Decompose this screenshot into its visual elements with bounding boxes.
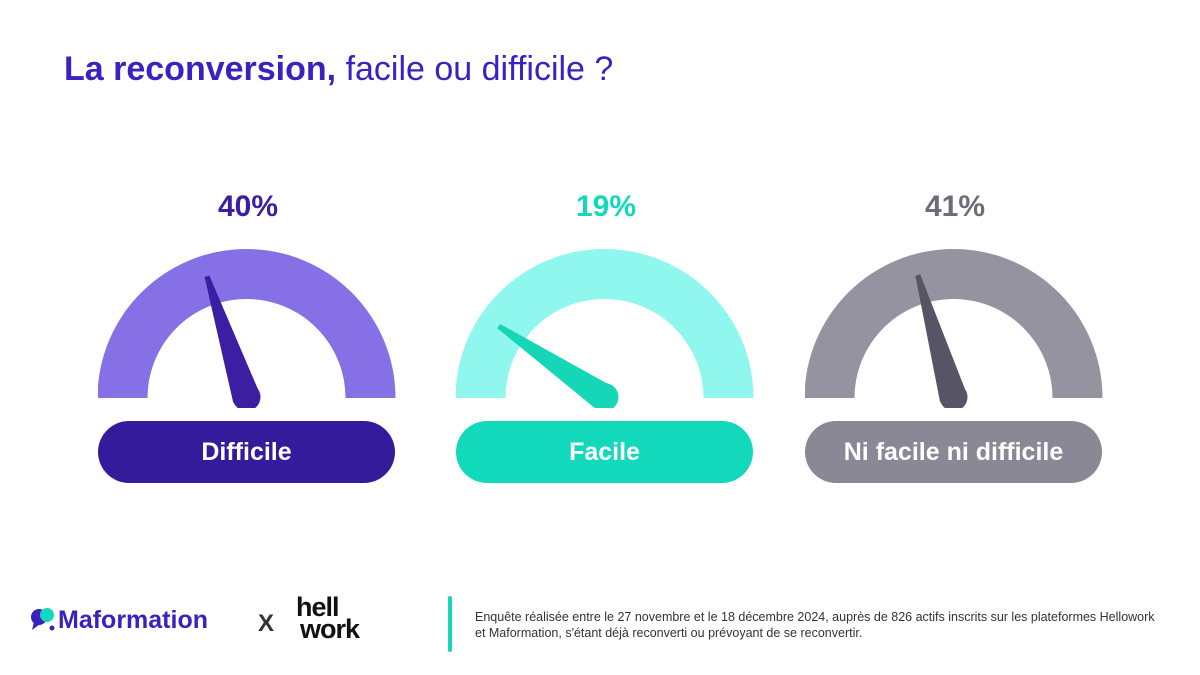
gauge-needle-hub	[590, 383, 619, 408]
gauge-category-label: Ni facile ni difficile	[805, 421, 1102, 483]
gauge-dial	[456, 249, 754, 408]
title-light: facile ou difficile ?	[345, 50, 614, 88]
maformation-logo-icon	[31, 608, 55, 631]
gauge-difficile: 40% Difficile	[98, 190, 398, 490]
hellowork-logo-line2: work	[300, 614, 360, 644]
hellowork-logo: hell work	[296, 592, 391, 644]
survey-note: Enquête réalisée entre le 27 novembre et…	[475, 610, 1155, 640]
title-strong: La reconversion,	[64, 50, 337, 88]
maformation-logo-text: Maformation	[58, 606, 208, 634]
gauge-category-label: Difficile	[98, 421, 395, 483]
gauge-arc	[456, 249, 754, 398]
gauge-needle-hub	[939, 383, 968, 408]
logo-separator: X	[258, 610, 275, 637]
gauge-facile: 19% Facile	[456, 190, 756, 490]
hellowork-logo-line1: hell	[296, 592, 340, 622]
page-title: La reconversion, facile ou difficile ?	[64, 50, 613, 89]
footer-logos: Maformation X hell work	[30, 594, 410, 644]
gauge-ni-facile-ni-difficile: 41% Ni facile ni difficile	[805, 190, 1105, 490]
gauge-needle-hub	[232, 383, 261, 408]
gauge-arc	[98, 249, 396, 398]
gauge-needle	[204, 275, 260, 403]
gauge-percent-label: 41%	[924, 190, 986, 223]
gauge-needle	[915, 274, 967, 402]
gauge-dial	[805, 249, 1103, 408]
gauge-category-label: Facile	[456, 421, 753, 483]
gauge-needle	[497, 323, 613, 408]
gauge-percent-label: 19%	[575, 190, 637, 223]
gauge-dial	[98, 249, 396, 408]
gauge-percent-label: 40%	[217, 190, 279, 223]
gauge-arc	[805, 249, 1103, 398]
footer-divider	[448, 596, 452, 652]
